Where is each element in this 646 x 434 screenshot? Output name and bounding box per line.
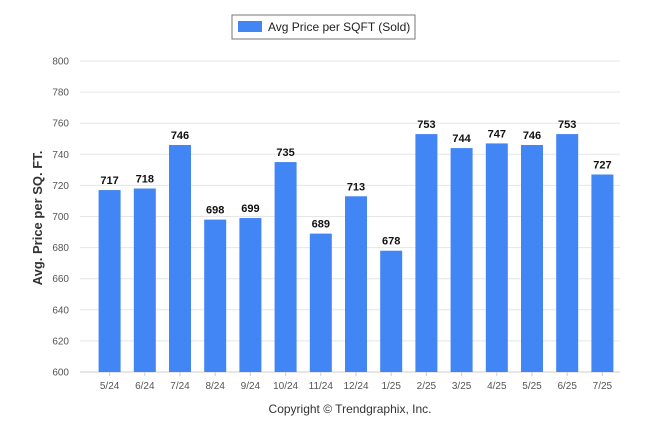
data-label: 735 [276,147,294,159]
x-tick-label: 12/24 [343,381,368,392]
data-label: 746 [171,130,189,142]
x-tick-label: 7/25 [593,381,613,392]
y-tick-label: 800 [52,57,69,68]
legend-box [231,14,416,40]
bar [133,188,156,372]
x-tick-label: 5/25 [522,381,542,392]
data-label: 713 [347,181,365,193]
data-label: 718 [136,174,154,186]
data-label: 678 [382,236,400,248]
y-tick-label: 600 [52,368,69,379]
data-label: 717 [100,175,118,187]
chart-legend: Avg Price per SQFT (Sold) [231,14,416,40]
bar [274,162,297,372]
x-tick-label: 10/24 [273,381,298,392]
x-tick-label: 3/25 [452,381,472,392]
x-tick-label: 9/24 [241,381,261,392]
data-labels: 717 718 746 698 699 735 689 713 678 753 744 747 746 7… [100,119,611,248]
copyright-text: Copyright © Trendgraphix, Inc. [269,402,432,416]
x-tick-label: 6/25 [557,381,577,392]
x-tick-label: 1/25 [381,381,401,392]
bar [485,143,508,372]
bar [380,250,403,372]
x-tick-label: 7/24 [170,381,190,392]
bar [415,134,438,372]
bar [204,219,227,372]
bar [309,233,332,372]
data-label: 744 [452,133,471,145]
y-tick-label: 640 [52,305,69,316]
x-tick-label: 6/24 [135,381,155,392]
bar [345,196,367,372]
data-label: 727 [593,160,611,172]
y-tick-label: 660 [52,274,69,285]
legend-label: Avg Price per SQFT (Sold) [268,20,410,34]
data-label: 746 [523,130,541,142]
data-label: 698 [206,205,224,217]
y-tick-label: 780 [52,88,69,99]
x-tick-label: 2/25 [417,381,437,392]
bar [521,144,543,372]
legend-swatch [238,21,262,32]
y-tick-label: 680 [52,243,69,254]
y-tick-label: 700 [52,212,69,223]
y-axis-ticks: 600 620 640 660 680 700 720 740 760 780 800 [52,57,69,379]
bar [556,134,579,372]
data-label: 753 [417,119,435,131]
bar [169,144,191,372]
x-tick-label: 5/24 [100,381,120,392]
y-tick-label: 620 [52,336,69,347]
y-tick-label: 740 [52,150,69,161]
y-tick-label: 720 [52,181,69,192]
x-tick-label: 4/25 [487,381,507,392]
bar [450,148,473,372]
bar [591,174,614,372]
y-tick-label: 760 [52,119,69,130]
x-axis-ticks: 5/24 6/24 7/24 8/24 9/24 10/24 11/24 12/24 1/25 2… [100,372,613,392]
bar [239,218,262,372]
data-label: 689 [312,219,330,231]
data-label: 747 [488,128,506,140]
x-tick-label: 11/24 [309,381,334,392]
data-label: 753 [558,119,576,131]
data-label: 699 [241,203,259,215]
y-axis-title: Avg. Price per SQ. FT. [30,151,45,286]
bars [98,134,614,372]
bar [98,190,121,372]
x-tick-label: 8/24 [205,381,225,392]
